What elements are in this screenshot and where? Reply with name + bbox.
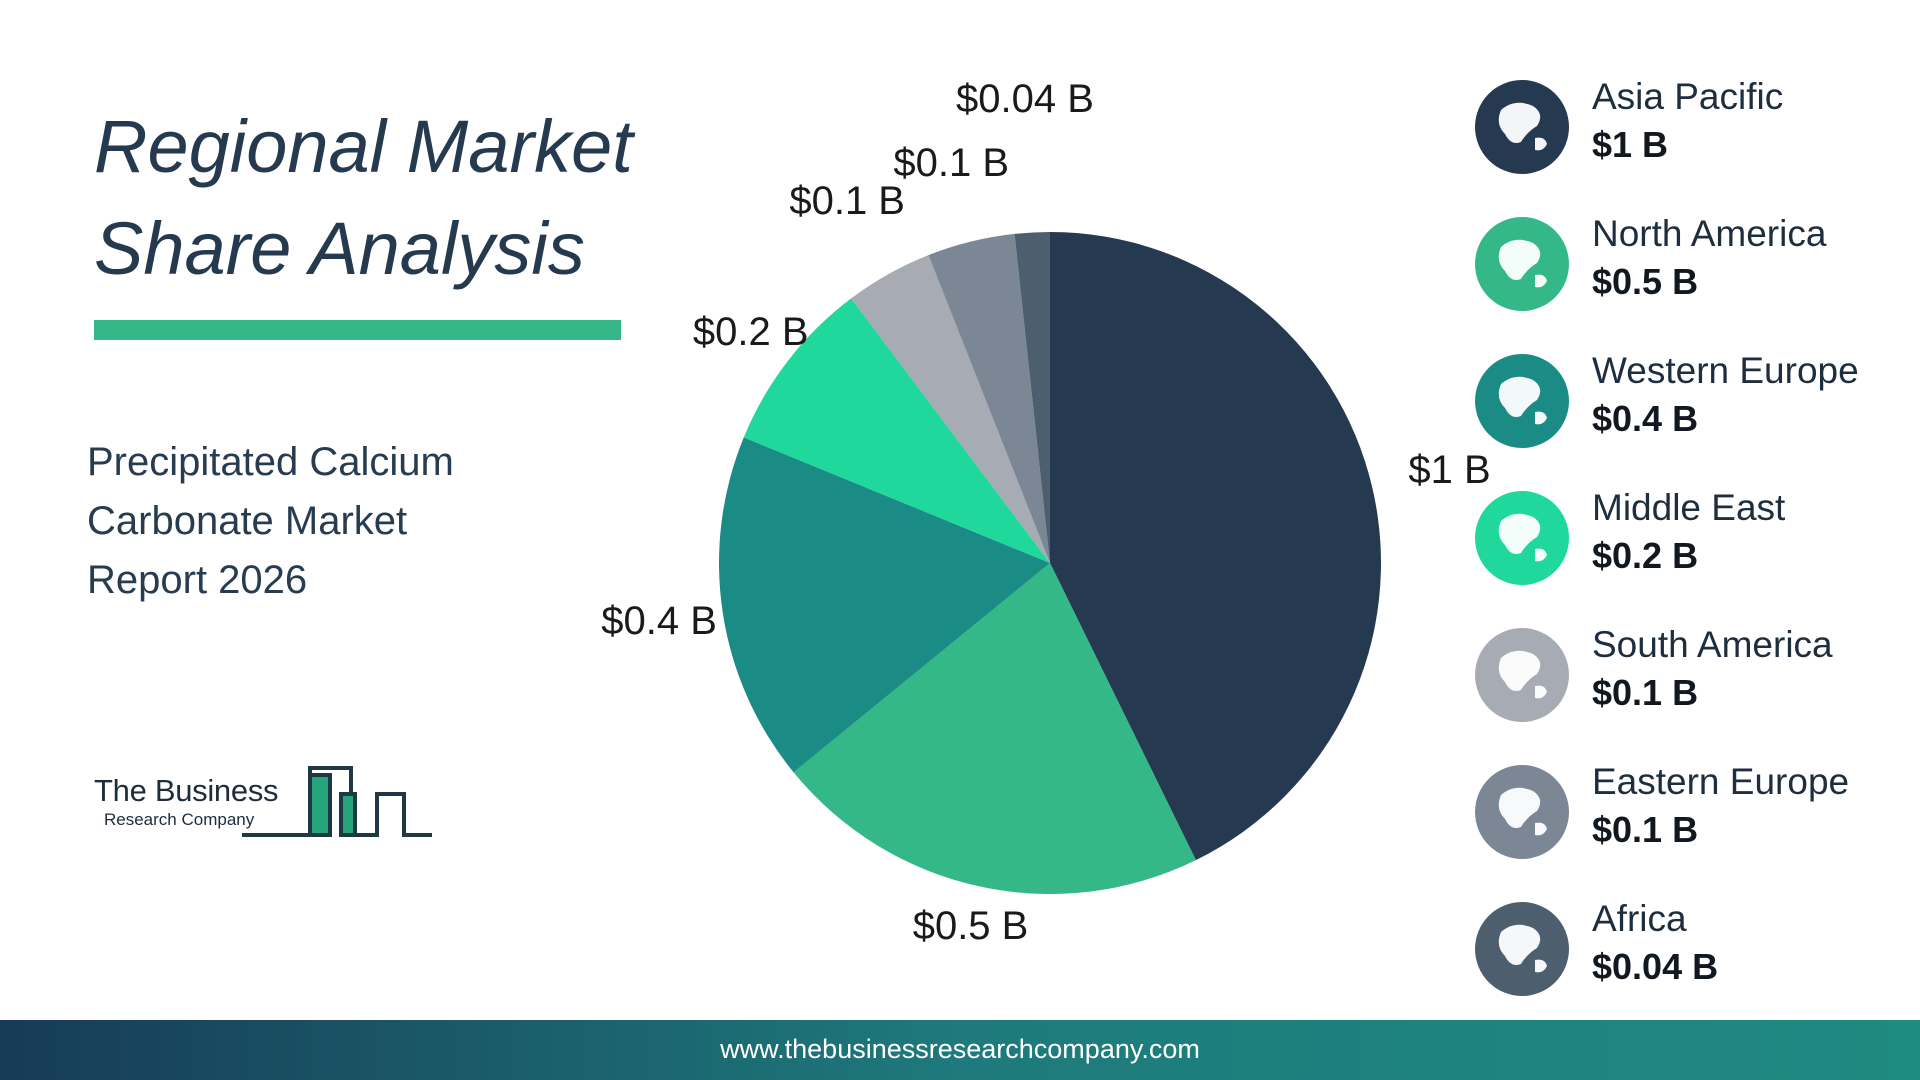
pie-label-eastern-europe: $0.1 B (893, 140, 1010, 185)
legend-value: $0.1 B (1592, 809, 1699, 850)
pie-label-south-america: $0.1 B (789, 178, 905, 223)
legend-item: Middle East $0.2 B (1472, 487, 1912, 591)
subtitle-line-2: Carbonate Market (87, 499, 408, 543)
pie-label-western-europe: $0.4 B (601, 599, 717, 644)
legend-item: Africa $0.04 B (1472, 898, 1912, 1002)
legend-name: South America (1592, 624, 1833, 665)
pie-slice-middle-east (743, 298, 1050, 563)
middle-east-globe-icon (1475, 491, 1569, 585)
legend-value: $0.2 B (1592, 535, 1699, 576)
western-europe-globe-icon (1475, 354, 1569, 448)
africa-globe-icon (1475, 902, 1569, 996)
title-line-2: Share Analysis (94, 207, 585, 290)
pie-slice-africa (1014, 232, 1050, 563)
title-underline-bar (94, 320, 621, 340)
legend-name: Africa (1592, 898, 1687, 939)
legend-value: $0.1 B (1592, 672, 1699, 713)
pie-label-asia-pacific: $1 B (1408, 448, 1491, 493)
legend-value: $0.4 B (1592, 398, 1699, 439)
page-title: Regional Market Share Analysis (94, 96, 654, 300)
pie-slice-south-america (851, 255, 1050, 563)
subtitle-line-1: Precipitated Calcium (87, 440, 454, 484)
legend-item: North America $0.5 B (1472, 213, 1912, 317)
footer-url[interactable]: www.thebusinessresearchcompany.com (720, 1034, 1200, 1064)
pie-slice-asia-pacific (1050, 232, 1381, 861)
legend-item: Eastern Europe $0.1 B (1472, 761, 1912, 865)
pie-label-africa: $0.04 B (956, 76, 1094, 121)
south-america-globe-icon (1475, 628, 1569, 722)
legend-value: $1 B (1592, 124, 1669, 165)
pie-slice-western-europe (719, 437, 1050, 773)
legend-value: $0.5 B (1592, 261, 1699, 302)
subtitle-line-3: Report 2026 (87, 558, 308, 602)
pie-label-middle-east: $0.2 B (692, 309, 809, 354)
company-logo: The Business Research Company (92, 730, 452, 840)
legend-name: Asia Pacific (1592, 76, 1784, 117)
legend-name: Middle East (1592, 487, 1786, 528)
legend-item: Asia Pacific $1 B (1472, 76, 1912, 180)
logo-name: The Business (94, 773, 279, 808)
title-line-1: Regional Market (94, 105, 633, 188)
report-subtitle: Precipitated Calcium Carbonate Market Re… (87, 433, 547, 610)
footer-bar: www.thebusinessresearchcompany.com (0, 1020, 1920, 1080)
logo-subname: Research Company (104, 810, 255, 829)
pie-chart (719, 232, 1381, 895)
eastern-europe-globe-icon (1475, 765, 1569, 859)
pie-label-north-america: $0.5 B (912, 904, 1029, 949)
asia-pacific-globe-icon (1475, 80, 1569, 174)
legend-name: North America (1592, 213, 1827, 254)
pie-slice-north-america (793, 563, 1196, 895)
north-america-globe-icon (1475, 217, 1569, 311)
logo-buildings-icon (242, 766, 432, 837)
legend-name: Eastern Europe (1592, 761, 1850, 802)
legend-item: South America $0.1 B (1472, 624, 1912, 728)
legend-value: $0.04 B (1592, 946, 1719, 987)
legend-name: Western Europe (1592, 350, 1859, 391)
pie-slice-eastern-europe (928, 233, 1050, 563)
legend-item: Western Europe $0.4 B (1472, 350, 1912, 454)
